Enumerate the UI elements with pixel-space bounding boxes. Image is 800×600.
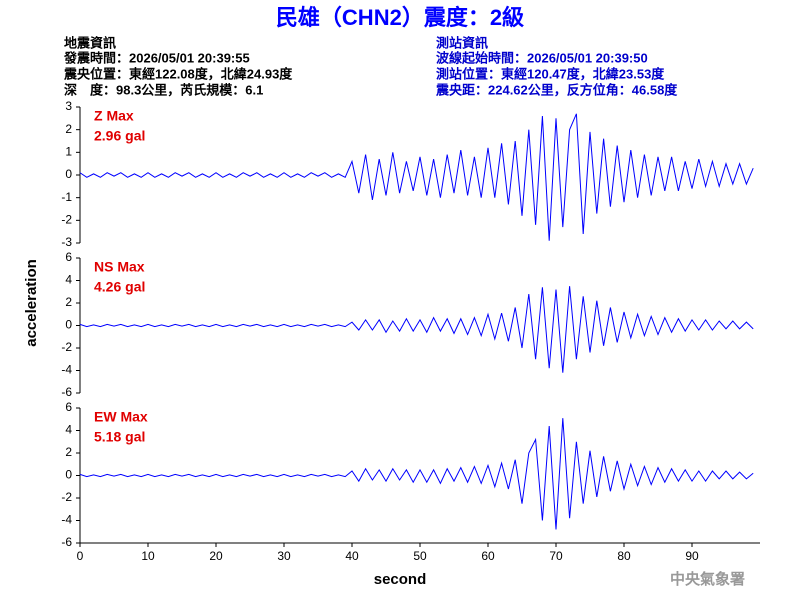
info-right: 測站資訊: [436, 35, 488, 50]
annotation: 4.26 gal: [94, 279, 145, 295]
y-tick-label: -2: [61, 490, 72, 504]
x-tick-label: 90: [685, 549, 699, 563]
y-tick-label: 0: [65, 318, 72, 332]
annotation: Z Max: [94, 108, 134, 124]
x-tick-label: 60: [481, 549, 495, 563]
y-tick-label: -6: [61, 535, 72, 549]
x-tick-label: 10: [141, 549, 155, 563]
y-tick-label: 6: [65, 250, 72, 264]
y-tick-label: 2: [65, 445, 72, 459]
y-tick-label: -1: [61, 190, 72, 204]
x-tick-label: 50: [413, 549, 427, 563]
x-tick-label: 0: [77, 549, 84, 563]
y-tick-label: 4: [65, 273, 72, 287]
info-left: 地震資訊: [64, 35, 116, 50]
info-left: 震央位置：東經122.08度，北緯24.93度: [63, 66, 293, 81]
y-tick-label: -3: [61, 235, 72, 249]
y-tick-label: -2: [61, 213, 72, 227]
x-tick-label: 30: [277, 549, 291, 563]
info-left: 發震時間：2026/05/01 20:39:55: [63, 50, 250, 65]
y-tick-label: 4: [65, 423, 72, 437]
y-axis-label: acceleration: [23, 259, 40, 347]
annotation: 2.96 gal: [94, 128, 145, 144]
y-tick-label: 2: [65, 122, 72, 136]
footer: 中央氣象署: [670, 570, 745, 588]
waveform: [79, 113, 754, 241]
y-tick-label: 2: [65, 295, 72, 309]
annotation: 5.18 gal: [94, 429, 145, 445]
x-tick-label: 20: [209, 549, 223, 563]
info-right: 波線起始時間：2026/05/01 20:39:50: [436, 50, 648, 65]
y-tick-label: -6: [61, 385, 72, 399]
annotation: EW Max: [94, 409, 148, 425]
info-right: 測站位置：東經120.47度，北緯23.53度: [436, 66, 665, 81]
waveform: [79, 418, 754, 530]
y-tick-label: 3: [65, 99, 72, 113]
x-tick-label: 80: [617, 549, 631, 563]
waveform: [79, 286, 754, 373]
y-tick-label: 0: [65, 167, 72, 181]
y-tick-label: -2: [61, 340, 72, 354]
x-tick-label: 40: [345, 549, 359, 563]
y-tick-label: 0: [65, 468, 72, 482]
chart-title: 民雄（CHN2）震度：2級: [276, 5, 524, 30]
info-right: 震央距：224.62公里，反方位角：46.58度: [435, 82, 678, 97]
y-tick-label: -4: [61, 513, 72, 527]
info-left: 深 度：98.3公里，芮氏規模：6.1: [64, 82, 263, 97]
x-tick-label: 70: [549, 549, 563, 563]
annotation: NS Max: [94, 259, 145, 275]
y-tick-label: -4: [61, 363, 72, 377]
x-axis-label: second: [374, 571, 427, 588]
y-tick-label: 6: [65, 400, 72, 414]
y-tick-label: 1: [65, 145, 72, 159]
